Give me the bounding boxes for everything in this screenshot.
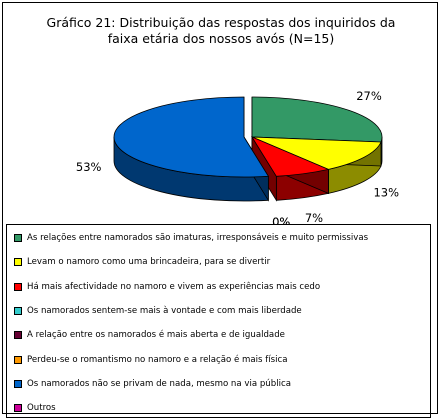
pie-slice [251, 96, 383, 143]
legend-item: As relações entre namorados são imaturas… [14, 230, 368, 246]
legend-swatch [14, 306, 22, 315]
pie-data-label: 53% [76, 160, 102, 174]
legend-item: Perdeu-se o romantismo no namoro e a rel… [14, 352, 288, 368]
chart-title: Gráfico 21: Distribuição das respostas d… [3, 15, 439, 47]
legend-label: Perdeu-se o romantismo no namoro e a rel… [27, 354, 288, 365]
legend-label: Outros [27, 403, 56, 414]
pie-data-label: 27% [356, 89, 382, 103]
pie-slice [250, 136, 330, 177]
legend-label: Os namorados sentem-se mais à vontade e … [27, 305, 302, 316]
legend-item: Os namorados sentem-se mais à vontade e … [14, 303, 302, 319]
legend-swatch [14, 404, 22, 413]
legend-item: Outros [14, 400, 56, 416]
chart-legend: As relações entre namorados são imaturas… [6, 224, 431, 418]
pie-data-label: 7% [305, 211, 323, 225]
pie-data-label: 0% [272, 215, 290, 225]
chart-title-line-2: faixa etária dos nossos avós (N=15) [107, 31, 335, 46]
pie-data-label: 0% [272, 215, 290, 225]
legend-item: Há mais afectividade no namoro e vivem a… [14, 279, 320, 295]
legend-swatch [14, 355, 22, 364]
legend-label: As relações entre namorados são imaturas… [27, 233, 369, 243]
pie-slice [113, 96, 270, 178]
legend-label: Há mais afectividade no namoro e vivem a… [27, 281, 321, 292]
legend-swatch [14, 234, 22, 242]
legend-item: Os namorados não se privam de nada, mesm… [14, 376, 291, 392]
pie-data-label: 13% [373, 186, 399, 200]
legend-item: A relação entre os namorados é mais aber… [14, 327, 285, 343]
legend-swatch [14, 282, 22, 291]
legend-swatch [14, 331, 22, 340]
pie-chart: 27%13%7%0%0%53% [76, 89, 399, 225]
legend-label: Levam o namoro como uma brincadeira, par… [27, 257, 271, 268]
legend-label: A relação entre os namorados é mais aber… [27, 330, 285, 341]
legend-swatch [14, 379, 22, 388]
legend-label: Os namorados não se privam de nada, mesm… [27, 378, 291, 389]
pie-slice [251, 136, 382, 170]
legend-item: Levam o namoro como uma brincadeira, par… [14, 254, 270, 270]
chart-title-line-1: Gráfico 21: Distribuição das respostas d… [46, 15, 396, 30]
legend-swatch [14, 258, 22, 267]
chart-frame: Gráfico 21: Distribuição das respostas d… [2, 2, 438, 414]
